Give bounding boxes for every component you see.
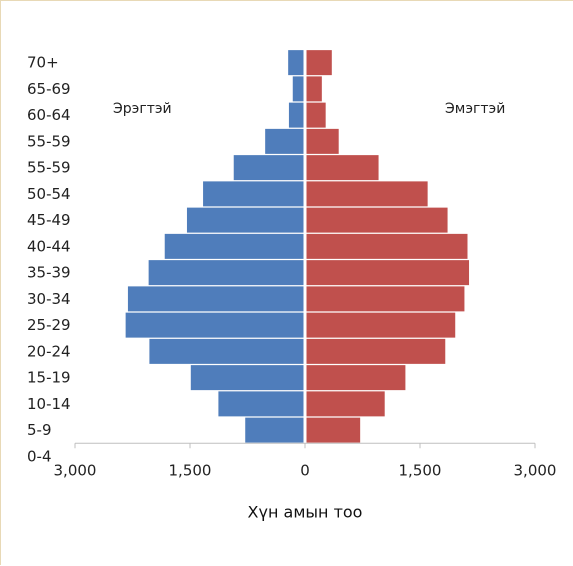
bar-female	[306, 260, 470, 286]
x-axis-ticks: 3,000 1,500 0 1,500 3,000	[54, 443, 557, 479]
bar-male	[265, 128, 304, 154]
y-axis-ticks: 0-4 5-9 10-14 15-19 20-24 25-29 30-34 35-39 40-4…	[27, 54, 71, 466]
x-tick-label: 1,500	[399, 461, 442, 479]
bar-female	[306, 50, 332, 76]
bar-male	[186, 207, 304, 233]
bar-male	[233, 155, 304, 181]
legend-male-label: Эрэгтэй	[113, 101, 172, 117]
bar-male	[203, 181, 304, 207]
bar-female	[306, 128, 339, 154]
bar-female	[306, 338, 446, 364]
bar-female	[306, 233, 468, 259]
y-tick-label: 0-4	[27, 447, 52, 465]
legend-female-label: Эмэгтэй	[445, 101, 505, 117]
x-tick-label: 3,000	[54, 461, 97, 479]
y-tick-label: 15-19	[27, 369, 71, 387]
x-tick-label: 0	[300, 461, 310, 479]
y-tick-label: 35-39	[27, 264, 71, 282]
y-tick-label: 70+	[27, 54, 59, 72]
y-tick-label: 20-24	[27, 342, 71, 360]
bar-male	[127, 286, 304, 312]
bar-female	[306, 391, 385, 417]
y-tick-label: 40-44	[27, 237, 71, 255]
bar-male	[288, 102, 304, 128]
bar-male	[190, 365, 304, 391]
bar-female	[306, 312, 456, 338]
y-tick-label: 10-14	[27, 395, 71, 413]
bar-male	[149, 338, 304, 364]
y-tick-label: 5-9	[27, 421, 52, 439]
x-tick-label: 3,000	[514, 461, 557, 479]
bar-female	[306, 102, 326, 128]
x-axis-title: Хүн амын тоо	[248, 502, 363, 521]
y-tick-label: 30-34	[27, 290, 71, 308]
bar-female	[306, 365, 406, 391]
bar-male	[245, 417, 304, 443]
bar-female	[306, 286, 465, 312]
y-tick-label: 50-54	[27, 185, 71, 203]
y-tick-label: 25-29	[27, 316, 71, 334]
bar-male	[125, 312, 304, 338]
female-bars	[306, 50, 470, 443]
male-bars	[125, 50, 304, 443]
bar-female	[306, 155, 379, 181]
bar-male	[148, 260, 304, 286]
y-tick-label: 65-69	[27, 80, 71, 98]
bar-female	[306, 207, 448, 233]
y-tick-label: 60-64	[27, 106, 71, 124]
bar-female	[306, 76, 322, 102]
bar-male	[218, 391, 304, 417]
y-tick-label: 45-49	[27, 211, 71, 229]
bar-female	[306, 417, 361, 443]
x-tick-label: 1,500	[169, 461, 212, 479]
bar-female	[306, 181, 428, 207]
bar-male	[164, 233, 304, 259]
y-tick-label: 55-59	[27, 159, 71, 177]
bar-male	[292, 76, 304, 102]
y-tick-label: 55-59	[27, 132, 71, 150]
bar-male	[288, 50, 304, 76]
